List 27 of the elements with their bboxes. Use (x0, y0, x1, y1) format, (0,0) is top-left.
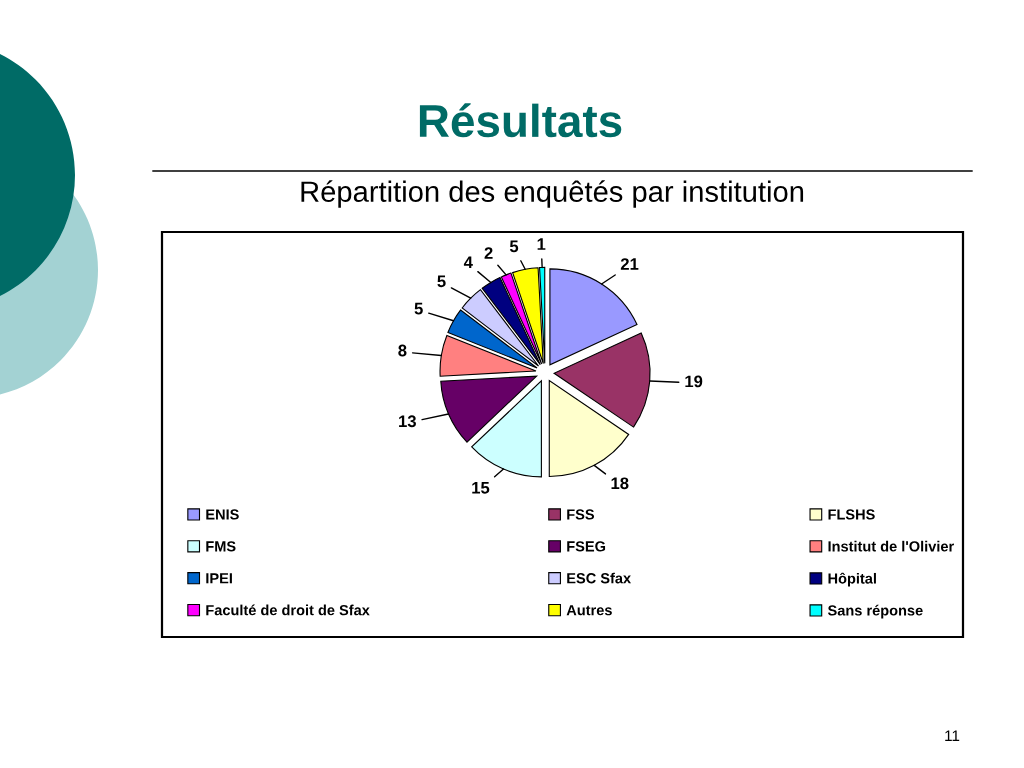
legend-label: FSS (567, 509, 595, 520)
data-label: 13 (399, 415, 416, 428)
data-label: 4 (463, 256, 473, 268)
legend-label: FSEG (567, 541, 606, 552)
legend-label: Sans réponse (827, 604, 923, 619)
data-label: 18 (611, 477, 629, 490)
legend-label: Faculté de droit de Sfax (206, 604, 370, 616)
data-label: 15 (472, 482, 490, 494)
legend-label: ENIS (206, 509, 239, 520)
chart-subtitle: Répartition des enquêtés par institution (301, 180, 804, 208)
data-label: 5 (414, 302, 423, 315)
legend-label: FMS (206, 541, 236, 552)
legend-label: Institut de l'Olivier (828, 540, 954, 552)
data-label: 5 (509, 240, 519, 253)
legend-label: FLSHS (828, 509, 875, 520)
data-label: 1 (537, 238, 546, 250)
data-label: 5 (437, 275, 446, 288)
legend-label: ESC Sfax (567, 572, 631, 584)
legend-label: Hôpital (828, 572, 876, 587)
legend-label: Autres (566, 605, 612, 616)
chart-title: Résultats (419, 103, 622, 138)
legend-label: IPEI (206, 573, 232, 584)
data-label: 2 (484, 247, 493, 259)
data-label: 19 (685, 375, 703, 388)
data-label: 21 (620, 258, 639, 270)
text: 11 (945, 730, 960, 741)
data-label: 8 (398, 344, 407, 357)
